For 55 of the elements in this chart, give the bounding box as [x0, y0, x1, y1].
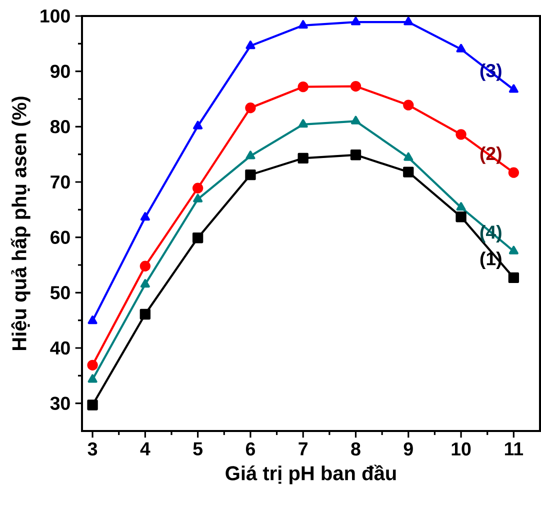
- point: [140, 308, 151, 320]
- y-tick-label: 80: [50, 120, 70, 134]
- y-tick-label: 100: [40, 9, 70, 23]
- y-tick-label: 90: [50, 64, 70, 78]
- x-tick-label: 10: [452, 442, 471, 456]
- point: [456, 44, 466, 52]
- point: [508, 272, 520, 284]
- x-axis-title: Giá trị pH ban đầu: [226, 464, 396, 484]
- x-tick-label: 7: [298, 442, 308, 456]
- point: [508, 246, 518, 254]
- point: [456, 202, 466, 211]
- point: [246, 40, 256, 50]
- point: [404, 16, 414, 26]
- point: [456, 129, 466, 140]
- point: [245, 169, 256, 180]
- point: [508, 84, 518, 93]
- x-tick-label: 9: [404, 442, 413, 456]
- y-tick-label: 50: [50, 286, 70, 300]
- x-tick-label: 4: [140, 442, 150, 456]
- x-tick-label: 11: [504, 442, 524, 456]
- point: [192, 182, 204, 194]
- point: [87, 400, 98, 410]
- x-tick-label: 3: [88, 442, 98, 456]
- point: [87, 360, 98, 370]
- x-tick-label: 6: [246, 442, 255, 456]
- point: [298, 119, 308, 128]
- point: [193, 194, 203, 202]
- point: [404, 152, 414, 161]
- point: [298, 81, 308, 92]
- point: [140, 212, 150, 221]
- x-tick-label: 5: [193, 442, 202, 456]
- point: [508, 167, 520, 178]
- point: [298, 20, 308, 29]
- point: [350, 116, 361, 124]
- y-tick-label: 60: [50, 230, 70, 244]
- point: [88, 374, 98, 383]
- y-tick-label: 40: [50, 341, 70, 355]
- point: [193, 120, 203, 130]
- point: [350, 150, 362, 160]
- point: [246, 150, 256, 160]
- point: [192, 232, 204, 244]
- point: [140, 279, 150, 288]
- point: [456, 212, 466, 222]
- point: [350, 80, 362, 92]
- point: [88, 316, 98, 324]
- point: [403, 166, 414, 178]
- y-tick-label: 70: [50, 175, 70, 189]
- point: [140, 260, 151, 272]
- point: [298, 152, 308, 164]
- y-tick-label: 30: [50, 396, 70, 410]
- point: [350, 16, 361, 26]
- x-tick-label: 8: [351, 442, 360, 456]
- point: [245, 102, 256, 114]
- point: [403, 100, 414, 110]
- y-axis-title: Hiệu quả hấp phụ asen (%): [10, 96, 30, 350]
